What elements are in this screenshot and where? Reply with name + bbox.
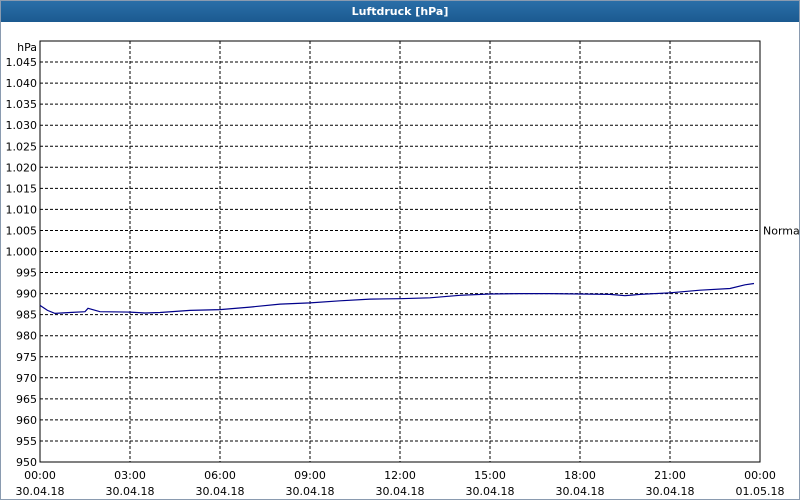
y-tick-label: 960 [16,414,37,427]
y-tick-label: 1.010 [6,203,38,216]
y-tick-label: 965 [16,393,37,406]
chart: hPa 950 955 960 965 970 975 980 985 990 995 1.000 1.… [6,40,799,498]
x-tick-label: 12:00 [384,469,416,482]
y-tick-label: 1.045 [6,56,38,69]
y-tick-label: 985 [16,309,37,322]
x-tick-date: 30.04.18 [16,485,65,498]
x-tick-label: 00:00 [744,469,776,482]
y-tick-label: 1.040 [6,77,38,90]
y-tick-label: 950 [16,456,37,469]
x-tick-label: 06:00 [204,469,236,482]
plot-frame [39,40,761,463]
x-tick-label: 00:00 [24,469,56,482]
y-tick-label: 955 [16,435,37,448]
x-tick-date: 30.04.18 [376,485,425,498]
x-tick-label: 15:00 [474,469,506,482]
x-tick-label: 18:00 [564,469,596,482]
x-tick-date: 30.04.18 [556,485,605,498]
y-tick-label: 1.000 [6,246,38,259]
y-tick-label: 970 [16,372,37,385]
y-tick-label: 1.005 [6,224,38,237]
y-tick-label: 975 [16,351,37,364]
y-tick-label: 1.035 [6,98,38,111]
x-tick-date: 30.04.18 [106,485,155,498]
x-tick-label: 09:00 [294,469,326,482]
data-line [39,282,755,315]
x-tick-label: 03:00 [114,469,146,482]
annotation: Normal [763,224,799,237]
y-tick-label: 990 [16,288,37,301]
y-axis-label: hPa [17,41,37,54]
y-tick-label: 1.020 [6,161,38,174]
y-tick-label: 980 [16,330,37,343]
x-tick-date: 30.04.18 [466,485,515,498]
x-tick-label: 21:00 [654,469,686,482]
y-tick-label: 1.030 [6,119,38,132]
y-tick-label: 995 [16,267,37,280]
x-tick-date: 01.05.18 [736,485,785,498]
x-tick-date: 30.04.18 [196,485,245,498]
y-tick-label: 1.015 [6,182,38,195]
y-tick-label: 1.025 [6,140,38,153]
x-tick-date: 30.04.18 [646,485,695,498]
x-tick-date: 30.04.18 [286,485,335,498]
title-bar: Luftdruck [hPa] [1,1,799,22]
